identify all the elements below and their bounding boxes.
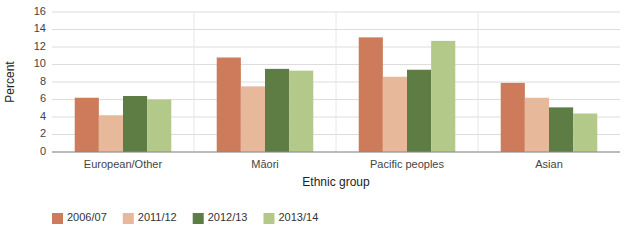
x-tick-label: Asian <box>535 158 563 170</box>
chart-svg: 0 2 4 6 8 10 12 14 16 European/Other Māori Pacific … <box>0 0 634 240</box>
x-axis-line <box>52 152 620 153</box>
bar <box>383 77 407 152</box>
legend-label: 2011/12 <box>138 211 177 223</box>
y-tick-label: 16 <box>34 5 46 17</box>
legend-swatch <box>193 213 204 224</box>
y-tick-label: 12 <box>34 40 46 52</box>
y-tick-label: 4 <box>40 110 46 122</box>
x-axis-title: Ethnic group <box>302 175 370 189</box>
legend-label: 2012/13 <box>208 211 248 223</box>
bar <box>359 37 383 152</box>
bar <box>217 58 241 153</box>
bar <box>99 115 123 152</box>
group-separator <box>194 12 195 152</box>
legend-label: 2006/07 <box>67 211 107 223</box>
bar <box>123 96 147 152</box>
group-separator <box>336 12 337 152</box>
legend-item: 2012/13 <box>193 211 248 224</box>
legend-item: 2006/07 <box>52 211 107 224</box>
legend-item: 2013/14 <box>263 211 318 224</box>
y-tick-label: 10 <box>34 57 46 69</box>
legend-label: 2013/14 <box>278 211 318 223</box>
y-tick-label: 8 <box>40 75 46 87</box>
legend-swatch <box>263 213 274 224</box>
bar <box>289 71 313 152</box>
x-tick-label: European/Other <box>84 158 163 170</box>
y-tick-label: 2 <box>40 127 46 139</box>
legend-swatch <box>52 213 63 224</box>
bar <box>241 86 265 152</box>
bar <box>525 98 549 152</box>
bar <box>407 70 431 152</box>
bar <box>573 114 597 153</box>
grid <box>52 12 620 152</box>
y-tick-label: 0 <box>40 145 46 157</box>
y-axis-title: Percent <box>3 61 17 103</box>
bar <box>549 107 573 152</box>
bar <box>501 83 525 152</box>
bars <box>75 37 598 152</box>
bar <box>265 69 289 152</box>
x-tick-label: Māori <box>251 158 279 170</box>
legend: 2006/07 2011/12 2012/13 2013/14 <box>52 211 318 224</box>
group-separator <box>478 12 479 152</box>
grid-line <box>52 152 620 153</box>
y-tick-label: 6 <box>40 92 46 104</box>
legend-item: 2011/12 <box>123 211 177 224</box>
chart-container: 0 2 4 6 8 10 12 14 16 European/Other Māori Pacific … <box>0 0 634 240</box>
bar <box>75 98 99 152</box>
bar <box>431 41 455 152</box>
bar <box>147 100 171 153</box>
legend-swatch <box>123 213 134 224</box>
y-tick-label: 14 <box>34 22 46 34</box>
x-tick-label: Pacific peoples <box>370 158 444 170</box>
